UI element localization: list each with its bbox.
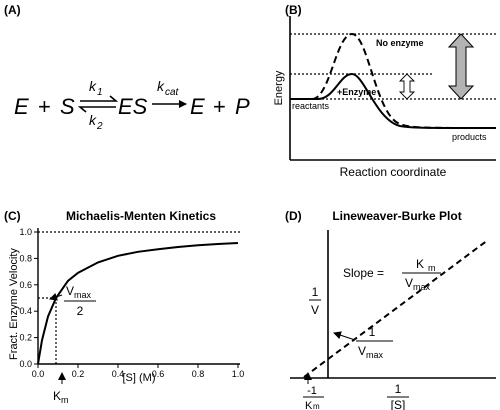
mm-y-tick-label: 0.0 [19, 359, 32, 369]
large-energy-gap-arrow [447, 33, 475, 100]
y-intercept-arrow [333, 331, 356, 341]
vmax-half-V: V [66, 284, 74, 298]
slope-denominator-V: V [405, 276, 413, 290]
y-intercept-numerator: 1 [369, 325, 376, 339]
enzyme-label: +Enzyme [337, 87, 376, 97]
mm-y-tick-label: 1.0 [19, 227, 32, 237]
vmax-half-subscript: max [74, 290, 92, 300]
y-intercept-denominator-V: V [358, 344, 366, 358]
reaction-coordinate-label: Reaction coordinate [340, 165, 447, 179]
slope-numerator-subscript: m [428, 263, 436, 273]
product-P: P [235, 94, 250, 119]
lb-x-numerator: 1 [395, 382, 402, 396]
mm-y-tick-label: 0.2 [19, 333, 32, 343]
mm-x-tick-label: 0.4 [112, 369, 125, 379]
mm-velocity-curve [37, 242, 239, 365]
mm-y-tick-label: 0.4 [19, 306, 32, 316]
mm-x-tick-label: 0.8 [192, 369, 205, 379]
panel-b: (B) Energy Reaction coordinate No enzyme… [273, 3, 497, 179]
mm-x-tick-label: 1.0 [232, 369, 245, 379]
kcat-subscript: cat [165, 87, 180, 98]
mm-chart-title: Michaelis-Menten Kinetics [66, 209, 216, 223]
panel-c-label: (C) [4, 209, 21, 223]
panel-d-label: (D) [285, 209, 302, 223]
x-intercept-denominator-K: K [305, 400, 313, 410]
reactants-label: reactants [292, 101, 330, 111]
forward-harpoon [80, 95, 119, 102]
k1-subscript: 1 [97, 87, 103, 98]
mm-x-tick-label: 0.2 [72, 369, 85, 379]
lb-x-denominator: [S] [391, 398, 406, 410]
panel-a: (A) E + S k 1 k 2 ES k cat E + P [4, 3, 250, 132]
slope-label: Slope = [343, 266, 384, 280]
lb-y-denominator: V [311, 303, 319, 317]
panel-b-label: (B) [285, 3, 302, 17]
enzyme-E: E [14, 94, 29, 119]
lb-y-numerator: 1 [312, 285, 319, 299]
products-label: products [452, 132, 487, 142]
mm-y-tick-label: 0.6 [19, 280, 32, 290]
enzyme-E-product-side: E [190, 94, 205, 119]
x-intercept-denominator-subscript: m [313, 402, 320, 410]
x-intercept-numerator: -1 [307, 385, 317, 397]
panel-c: (C) Michaelis-Menten Kinetics Fract. Enz… [4, 209, 244, 405]
k2-label: k [89, 112, 97, 128]
lb-chart-title: Lineweaver-Burke Plot [332, 209, 461, 223]
mm-x-axis-label: [S] (M) [123, 372, 156, 384]
panel-d: (D) Lineweaver-Burke Plot Slope = K m V … [285, 209, 496, 410]
vmax-half-arrow [49, 292, 63, 301]
plus-sign-1: + [38, 94, 51, 119]
slope-denominator-subscript: max [413, 282, 431, 292]
mm-plot-area: 0.00.0 0.2 0.2 0.4 0.4 0.6 0.6 0.8 0.8 1.0 1.0 [19, 227, 244, 379]
enzyme-curve [290, 72, 497, 129]
km-subscript: m [61, 395, 69, 405]
mm-x-tick-label: 0.6 [152, 369, 165, 379]
plus-sign-2: + [213, 94, 226, 119]
complex-ES: ES [118, 94, 148, 119]
reverse-harpoon [77, 106, 116, 113]
lb-fit-line [303, 239, 489, 378]
k2-subscript: 2 [96, 121, 103, 132]
kcat-label: k [157, 78, 165, 94]
energy-axis-label: Energy [273, 70, 285, 105]
k1-label: k [89, 78, 97, 94]
slope-numerator-K: K [416, 257, 424, 271]
mm-y-axis-label: Fract. Enzyme Velocity [8, 248, 20, 360]
y-intercept-denominator-subscript: max [366, 350, 384, 360]
no-enzyme-label: No enzyme [376, 38, 424, 48]
km-K: K [53, 389, 61, 403]
mm-y-tick-label: 0.8 [19, 253, 32, 263]
mm-x-tick-label: 0.0 [32, 369, 45, 379]
panel-a-label: (A) [4, 3, 21, 17]
substrate-S: S [60, 94, 75, 119]
small-energy-gap-arrow [398, 73, 416, 100]
vmax-half-denominator: 2 [77, 304, 84, 318]
